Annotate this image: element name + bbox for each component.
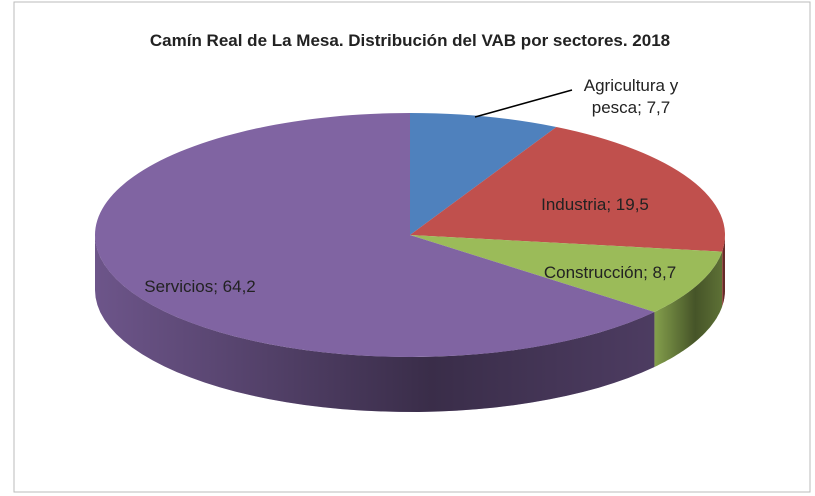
pie-side-shade [654, 251, 723, 367]
pie-slice [410, 126, 725, 252]
label-separator: ; [606, 195, 616, 214]
data-label: Agricultura y pesca; 7,7 [566, 75, 696, 119]
pie-slice [410, 235, 723, 312]
label-separator: ; [637, 98, 647, 117]
leader-line [474, 89, 573, 118]
chart-title: Camín Real de La Mesa. Distribución del … [150, 31, 670, 50]
label-separator: ; [643, 263, 653, 282]
pie-side-shade [722, 235, 725, 307]
data-label: Servicios; 64,2 [110, 276, 290, 298]
label-value: 64,2 [222, 277, 256, 296]
label-separator: ; [213, 277, 223, 296]
pie-side-shade [95, 235, 655, 412]
label-category: Agricultura y pesca [583, 76, 679, 117]
label-category: Servicios [144, 277, 214, 296]
data-label: Construcción; 8,7 [540, 262, 680, 284]
pie-slice [410, 113, 557, 235]
data-label: Industria; 19,5 [520, 194, 670, 216]
label-value: 19,5 [615, 195, 649, 214]
label-value: 7,7 [646, 98, 671, 117]
label-category: Construcción [543, 263, 644, 282]
pie-slice [94, 113, 655, 357]
label-category: Industria [541, 195, 607, 214]
label-value: 8,7 [652, 263, 677, 282]
